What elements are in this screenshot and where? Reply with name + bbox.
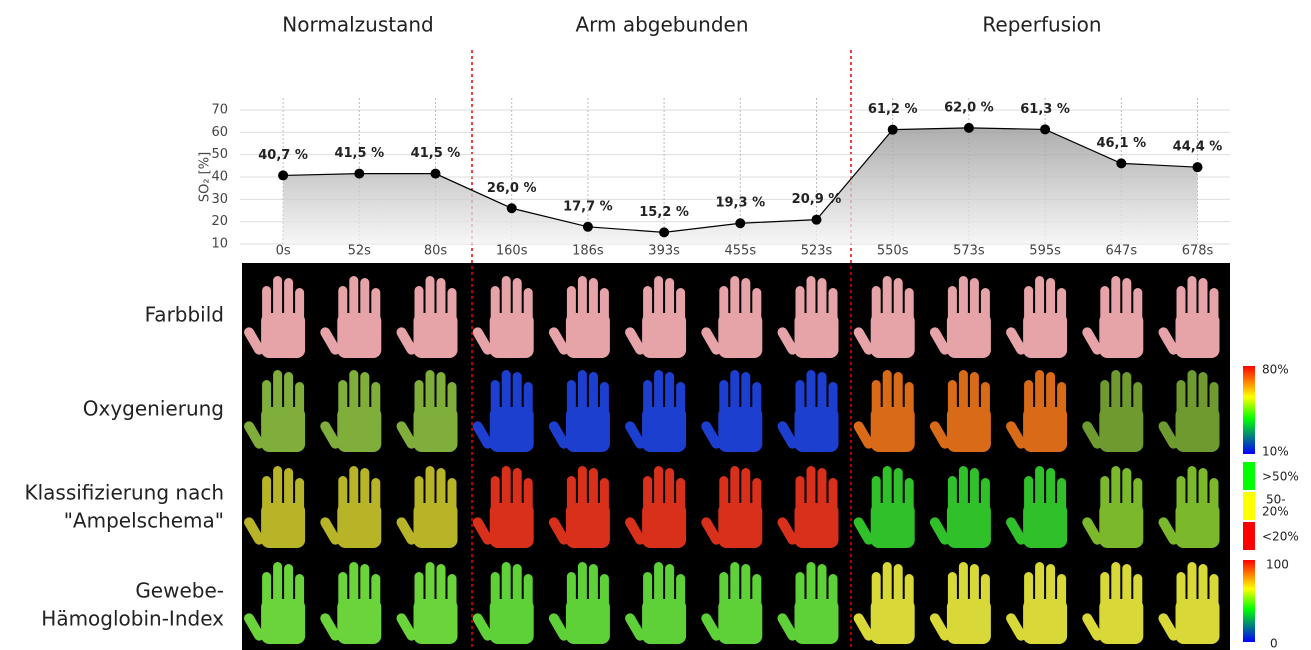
point [1116, 158, 1127, 169]
point [887, 124, 898, 135]
point [506, 203, 517, 214]
point [430, 168, 441, 179]
value-label: 41,5 % [411, 146, 461, 161]
value-label: 19,3 % [715, 196, 765, 211]
legend-label: 50- [1266, 493, 1286, 507]
row-label: Oxygenierung [83, 397, 224, 421]
point [354, 168, 365, 179]
y-tick-label: 60 [211, 125, 228, 140]
legend-label: 100 [1266, 558, 1289, 572]
row-label: Gewebe- [135, 579, 224, 603]
point [582, 221, 593, 232]
point [963, 122, 974, 133]
legend-label: >50% [1262, 470, 1299, 484]
x-tick-label: 160s [496, 244, 528, 259]
x-tick-label: 550s [877, 244, 909, 259]
row-label: Farbbild [145, 303, 224, 327]
legend-label: <20% [1262, 530, 1299, 544]
row-label: Klassifizierung nach [24, 481, 224, 505]
value-label: 62,0 % [944, 100, 994, 115]
y-tick-label: 30 [211, 192, 228, 207]
x-tick-label: 455s [725, 244, 757, 259]
y-axis-label: SO₂ [%] [198, 152, 213, 202]
phase-title: Reperfusion [982, 13, 1101, 37]
row-label: "Ampelschema" [64, 509, 224, 533]
colorbar [1243, 560, 1255, 642]
value-label: 41,5 % [334, 146, 384, 161]
point [1192, 162, 1203, 173]
value-label: 15,2 % [639, 205, 689, 220]
colorbar [1243, 462, 1255, 490]
x-tick-label: 573s [953, 244, 985, 259]
colorbar [1243, 492, 1255, 520]
x-tick-label: 678s [1182, 244, 1214, 259]
value-label: 17,7 % [563, 199, 613, 214]
value-label: 26,0 % [487, 181, 537, 196]
y-tick-label: 10 [211, 237, 228, 252]
x-tick-label: 0s [276, 244, 291, 259]
y-tick-label: 20 [211, 214, 228, 229]
point [278, 170, 289, 181]
x-tick-label: 52s [348, 244, 372, 259]
legend-label: 80% [1262, 363, 1289, 377]
y-tick-label: 70 [211, 103, 228, 118]
phase-title: Normalzustand [282, 13, 433, 37]
x-tick-label: 80s [424, 244, 448, 259]
y-tick-label: 50 [211, 147, 228, 162]
value-label: 40,7 % [258, 148, 308, 163]
legend-label: 20% [1262, 505, 1289, 519]
x-tick-label: 595s [1029, 244, 1061, 259]
value-label: 44,4 % [1173, 140, 1223, 155]
legend-label: 0 [1270, 637, 1278, 650]
point [659, 227, 670, 238]
x-tick-label: 523s [801, 244, 833, 259]
x-tick-label: 393s [648, 244, 680, 259]
value-label: 46,1 % [1096, 136, 1146, 151]
colorbar [1243, 366, 1255, 454]
point [1040, 124, 1051, 135]
legend-label: 10% [1262, 445, 1289, 459]
y-tick-label: 40 [211, 170, 228, 185]
value-label: 20,9 % [792, 192, 842, 207]
point [811, 214, 822, 225]
colorbar [1243, 522, 1255, 550]
point [735, 218, 746, 229]
value-label: 61,3 % [1020, 102, 1070, 117]
value-label: 61,2 % [868, 102, 918, 117]
x-tick-label: 186s [572, 244, 604, 259]
phase-title: Arm abgebunden [575, 13, 748, 37]
row-label: Hämoglobin-Index [41, 607, 224, 631]
x-tick-label: 647s [1106, 244, 1138, 259]
area [283, 127, 1198, 244]
